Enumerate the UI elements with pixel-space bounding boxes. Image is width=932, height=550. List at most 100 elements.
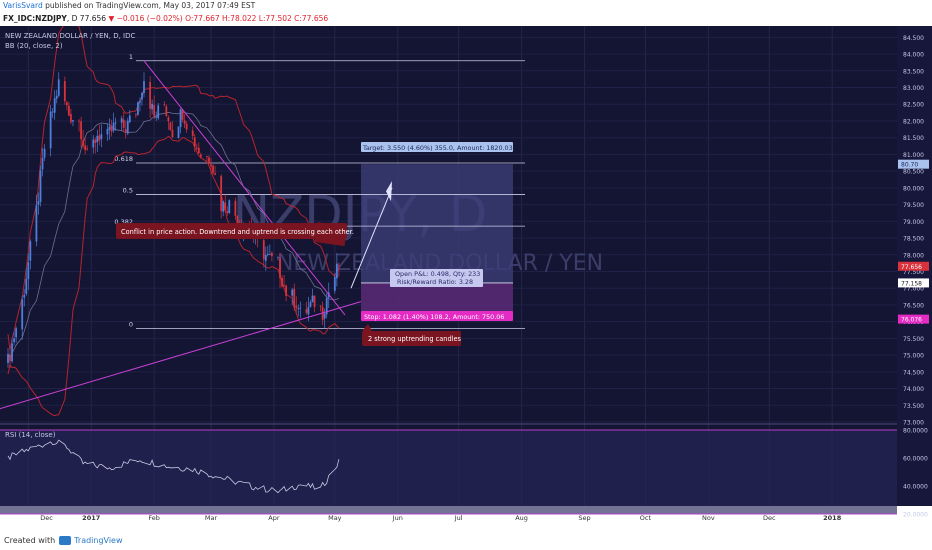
time-axis-label: 2017 <box>82 514 100 522</box>
candle-body <box>110 125 113 132</box>
candle-body <box>212 165 214 173</box>
candle-body <box>214 173 216 175</box>
candle-body <box>51 111 54 113</box>
price-badge-text: 80.70 <box>901 162 918 169</box>
candle-body <box>335 263 338 279</box>
price-axis-label: 81.500 <box>903 135 924 142</box>
candle-body <box>210 164 212 167</box>
bollinger-bands <box>7 26 340 417</box>
candle-body <box>55 95 58 99</box>
candle-body <box>29 241 32 261</box>
candle-body <box>313 295 316 307</box>
candle-body <box>222 201 225 212</box>
candle-body <box>13 338 15 342</box>
candle-body <box>295 305 298 308</box>
arrow-head <box>386 181 392 202</box>
price-axis-label: 84.000 <box>903 52 924 59</box>
candle-body <box>39 170 42 202</box>
candle-body <box>126 120 129 134</box>
rsi-axis-label: 80.0000 <box>903 428 928 435</box>
candles-callout: 2 strong uptrending candles <box>362 324 462 346</box>
time-axis-label: Aug <box>515 514 528 522</box>
svg-text:Stop: 1.082 (1.40%) 108.2, Amo: Stop: 1.082 (1.40%) 108.2, Amount: 750.0… <box>364 313 504 321</box>
candle-body <box>195 147 198 149</box>
candle-body <box>293 288 296 308</box>
fib-label: 1 <box>129 53 133 61</box>
time-axis-label: Apr <box>268 514 280 522</box>
candle-body <box>65 102 68 106</box>
price-axis-label: 80.500 <box>903 169 924 176</box>
time-axis-label: Nov <box>702 514 715 522</box>
candle-body <box>220 176 223 211</box>
candle-body <box>23 294 26 298</box>
time-axis-label: Dec <box>763 514 776 522</box>
candle-body <box>100 134 103 140</box>
candle-body <box>179 109 182 128</box>
price-badges: 80.70 77.656 77.158 76.076 <box>898 159 929 324</box>
price-axis-label: 76.500 <box>903 302 924 309</box>
candle-body <box>43 148 46 158</box>
downtrend-line <box>143 60 346 316</box>
created-with: Created with <box>4 536 56 545</box>
candle-body <box>299 307 302 309</box>
candle-body <box>234 200 237 216</box>
candle-body <box>25 278 28 294</box>
candle-body <box>82 140 85 146</box>
candle-body <box>92 139 95 148</box>
candle-body <box>167 117 170 122</box>
price-axis-label: 84.500 <box>903 35 924 42</box>
candle-body <box>325 298 328 315</box>
bb-legend: BB (20, close, 2) <box>5 42 63 50</box>
candle-body <box>277 256 279 258</box>
candle-body <box>80 121 82 140</box>
target-label: Target: 3.550 (4.60%) 355.0, Amount: 182… <box>361 142 513 152</box>
candle-body <box>228 200 231 214</box>
candle-body <box>151 103 154 110</box>
price-axis-label: 79.500 <box>903 202 924 209</box>
time-axis[interactable]: Dec 2017 Feb Mar Apr May Jun Jul Aug Sep Oct Nov Dec… <box>40 514 841 522</box>
candle-body <box>15 328 18 338</box>
svg-text:Target: 3.550 (4.60%) 355.0, A: Target: 3.550 (4.60%) 355.0, Amount: 182… <box>362 144 513 152</box>
time-axis-label: Jul <box>454 514 463 522</box>
author-link[interactable]: VarisSvard <box>3 1 43 10</box>
price-axis-label: 74.500 <box>903 369 924 376</box>
rsi-line <box>7 439 340 494</box>
price-axis[interactable]: 84.500 84.000 83.500 83.000 82.500 82.000 81.5… <box>903 35 924 427</box>
bb-basis <box>7 111 340 359</box>
candle-body <box>283 285 285 286</box>
candle-body <box>122 119 125 128</box>
candle-body <box>134 114 137 116</box>
ohlc-values: O:77.667 H:78.022 L:77.502 C:77.656 <box>185 14 329 23</box>
candle-body <box>226 210 229 213</box>
bb-lower <box>7 135 340 417</box>
candle-body <box>191 130 194 136</box>
fib-label: 0.618 <box>114 155 133 163</box>
price-chart[interactable]: NZDJPY, D NEW ZEALAND DOLLAR / YEN 10.61… <box>0 26 932 532</box>
candle-body <box>333 276 336 291</box>
candle-body <box>337 265 340 267</box>
candle-body <box>297 308 300 310</box>
price-axis-label: 74.000 <box>903 386 924 393</box>
symbol-header: FX_IDC:NZDJPY, D 77.656 ▼ −0.016 (−0.02%… <box>0 12 932 26</box>
tradingview-link[interactable]: TradingView <box>74 536 123 545</box>
candle-body <box>266 253 269 255</box>
time-axis-label: 2018 <box>823 514 842 522</box>
time-axis-label: Oct <box>640 514 652 522</box>
candle-body <box>68 105 70 116</box>
candle-body <box>35 205 38 242</box>
candle-body <box>181 109 184 120</box>
candle-body <box>96 135 99 143</box>
candle-body <box>177 126 180 138</box>
price-axis-label: 81.000 <box>903 152 924 159</box>
candle-body <box>197 147 200 154</box>
rsi-axis-label: 40.0000 <box>903 484 928 491</box>
candle-body <box>120 118 123 123</box>
candle-body <box>112 122 115 131</box>
candle-body <box>236 216 239 226</box>
symbol-name[interactable]: FX_IDC:NZDJPY <box>3 14 67 23</box>
candle-body <box>163 104 166 106</box>
fib-label: 0.5 <box>123 187 133 195</box>
candle-body <box>94 139 97 143</box>
price-badge <box>898 159 929 169</box>
candle-body <box>72 120 74 122</box>
